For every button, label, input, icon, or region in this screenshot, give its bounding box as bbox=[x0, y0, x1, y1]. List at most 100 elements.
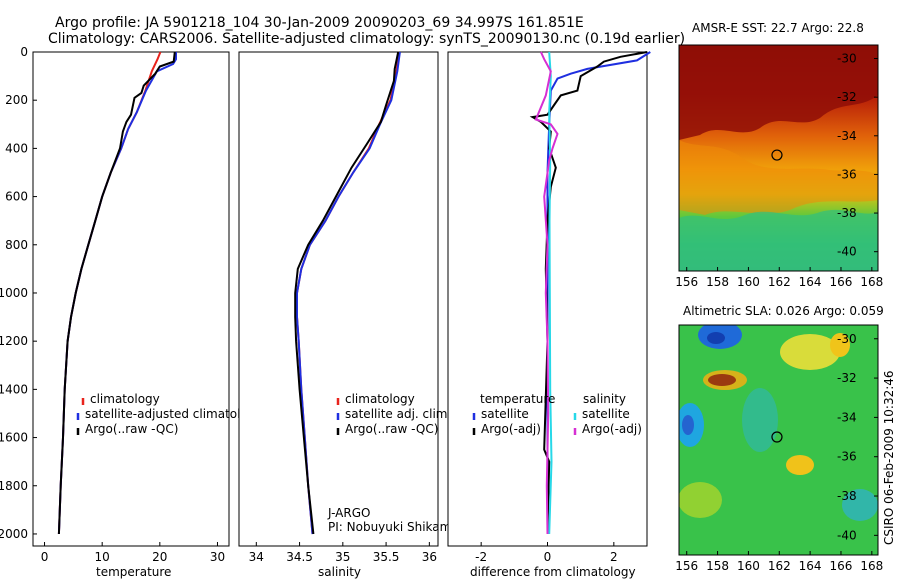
sst-lat-label: -38 bbox=[837, 206, 857, 220]
depth-tick-label: 1000 bbox=[0, 286, 28, 300]
salinity-panel: 34 34.5 35 35.5 36 salinity climatology sate… bbox=[238, 51, 459, 579]
sla-lon-label: 162 bbox=[768, 559, 791, 573]
legend-temp-satellite: satellite bbox=[481, 407, 529, 421]
sst-front bbox=[679, 140, 878, 215]
temperature-panel: 0 200 400 600 800 1000 1200 1400 1600 1800 2000 0 1… bbox=[0, 45, 263, 579]
temperature-tick-label: 10 bbox=[95, 550, 110, 564]
sla-field bbox=[679, 325, 878, 555]
sla-lat-label: -38 bbox=[837, 489, 857, 503]
difference-x-axis: -2 0 2 bbox=[475, 542, 618, 564]
sla-low-1-core bbox=[707, 332, 725, 344]
legend-temp-argo: Argo(-adj) bbox=[481, 422, 541, 436]
sla-lat-label: -34 bbox=[837, 410, 857, 424]
temperature-tick-label: 20 bbox=[152, 550, 167, 564]
legend-salinity-title: salinity bbox=[583, 392, 626, 406]
difference-tick-label: -2 bbox=[475, 550, 487, 564]
depth-tick-label: 1400 bbox=[0, 382, 28, 396]
salinity-axes-frame bbox=[238, 51, 439, 547]
depth-tick-label: 0 bbox=[20, 45, 28, 59]
sst-cool-water bbox=[679, 209, 878, 271]
difference-tick-label: 2 bbox=[610, 550, 618, 564]
depth-tick-label: 2000 bbox=[0, 527, 28, 541]
temperature-legend: climatology satellite-adjusted climatolo… bbox=[76, 392, 263, 436]
sst-lon-label: 168 bbox=[860, 275, 883, 289]
difference-panel: -2 0 2 difference from climatology tempera… bbox=[447, 51, 651, 579]
salinity-xlabel: salinity bbox=[318, 565, 361, 579]
salinity-series-argo-raw-qc- bbox=[294, 51, 400, 535]
legend-temperature-title: temperature bbox=[480, 392, 555, 406]
salinity-tick-label: 34 bbox=[249, 550, 264, 564]
depth-tick-label: 200 bbox=[5, 93, 28, 107]
sla-lon-label: 168 bbox=[860, 559, 883, 573]
depth-tick-label: 400 bbox=[5, 141, 28, 155]
difference-legend: temperature satellite Argo(-adj) salinit… bbox=[472, 392, 642, 436]
sst-lat-label: -30 bbox=[837, 52, 857, 66]
temperature-x-axis: 0 10 20 30 bbox=[41, 542, 225, 564]
sst-lat-label: -34 bbox=[837, 129, 857, 143]
depth-tick-label: 1800 bbox=[0, 479, 28, 493]
legend-satellite-adjusted: satellite-adjusted climatology bbox=[85, 407, 263, 421]
legend-sal-argo2: Argo(-adj) bbox=[582, 422, 642, 436]
difference-tick-label: 0 bbox=[544, 550, 552, 564]
salinity-series-satellite-adj-clim- bbox=[296, 51, 401, 535]
sst-map-title: AMSR-E SST: 22.7 Argo: 22.8 bbox=[692, 21, 864, 35]
difference-series bbox=[529, 51, 651, 535]
sst-lon-label: 156 bbox=[675, 275, 698, 289]
sla-low-2-core bbox=[682, 415, 694, 435]
sla-high-5 bbox=[679, 482, 722, 518]
temperature-xlabel: temperature bbox=[96, 565, 171, 579]
sst-warm-core bbox=[679, 45, 878, 140]
sst-map-frame bbox=[678, 44, 879, 272]
sla-high-3 bbox=[830, 333, 850, 357]
difference-series-salinity-argo-adj- bbox=[534, 51, 559, 535]
salinity-tick-label: 35.5 bbox=[373, 550, 400, 564]
sla-map-frame bbox=[678, 324, 879, 556]
difference-xlabel: difference from climatology bbox=[470, 565, 636, 579]
sla-lon-label: 164 bbox=[799, 559, 822, 573]
sst-lat-label: -32 bbox=[837, 90, 857, 104]
sla-heatmap bbox=[679, 325, 878, 555]
sst-lon-label: 166 bbox=[830, 275, 853, 289]
temperature-axes-frame bbox=[32, 51, 230, 547]
sst-lat-label: -40 bbox=[837, 245, 857, 259]
sst-lon-label: 160 bbox=[737, 275, 760, 289]
difference-series-temperature-satellite bbox=[546, 51, 651, 534]
sla-high-2 bbox=[780, 334, 840, 370]
sst-argo-location-marker bbox=[771, 149, 783, 161]
sst-map-panel: AMSR-E SST: 22.7 Argo: 22.8 156 158 160 162… bbox=[675, 21, 883, 289]
sst-lon-label: 162 bbox=[768, 275, 791, 289]
depth-axis: 0 200 400 600 800 1000 1200 1400 1600 1800 2000 bbox=[0, 45, 37, 541]
temperature-series-argo-raw-qc- bbox=[57, 51, 176, 535]
annotation-pi: PI: Nobuyuki Shikama bbox=[328, 520, 459, 534]
temperature-series bbox=[57, 51, 177, 535]
legend-sal-satellite: satellite adj. clim. bbox=[345, 407, 451, 421]
difference-series-salinity-satellite bbox=[548, 51, 553, 535]
legend-sal-satellite2: satellite bbox=[582, 407, 630, 421]
depth-tick-label: 1600 bbox=[0, 431, 28, 445]
salinity-series bbox=[294, 51, 401, 535]
salinity-tick-label: 34.5 bbox=[286, 550, 313, 564]
legend-argo: Argo(..raw -QC) bbox=[85, 422, 178, 436]
sla-map-title: Altimetric SLA: 0.026 Argo: 0.059 bbox=[683, 304, 884, 318]
salinity-legend: climatology satellite adj. clim. Argo(..… bbox=[336, 392, 451, 436]
legend-sal-climatology: climatology bbox=[345, 392, 415, 406]
side-timestamp: CSIRO 06-Feb-2009 10:32:46 bbox=[882, 370, 896, 545]
sla-lat-label: -36 bbox=[837, 450, 857, 464]
legend-climatology: climatology bbox=[90, 392, 160, 406]
depth-tick-label: 600 bbox=[5, 190, 28, 204]
header-line1: Argo profile: JA 5901218_104 30-Jan-2009… bbox=[55, 15, 584, 31]
sst-map-axes: 156 158 160 162 164 166 168 -30 -32 -34 -36 -38 -40 bbox=[675, 52, 883, 289]
sla-lon-label: 166 bbox=[830, 559, 853, 573]
sla-lon-label: 160 bbox=[737, 559, 760, 573]
sla-map-panel: Altimetric SLA: 0.026 Argo: 0.059 156 158… bbox=[675, 304, 883, 573]
salinity-tick-label: 35 bbox=[335, 550, 350, 564]
sla-low-3 bbox=[842, 489, 878, 521]
sla-map-axes: 156 158 160 162 164 166 168 -30 -32 -34 -36 -38 -40 bbox=[675, 332, 883, 573]
sla-argo-location-marker bbox=[771, 431, 783, 443]
legend-sal-argo: Argo(..raw -QC) bbox=[345, 422, 438, 436]
sla-lon-label: 156 bbox=[675, 559, 698, 573]
salinity-x-axis: 34 34.5 35 35.5 36 bbox=[249, 542, 437, 564]
temperature-tick-label: 0 bbox=[41, 550, 49, 564]
sla-high-1-core bbox=[708, 374, 736, 386]
